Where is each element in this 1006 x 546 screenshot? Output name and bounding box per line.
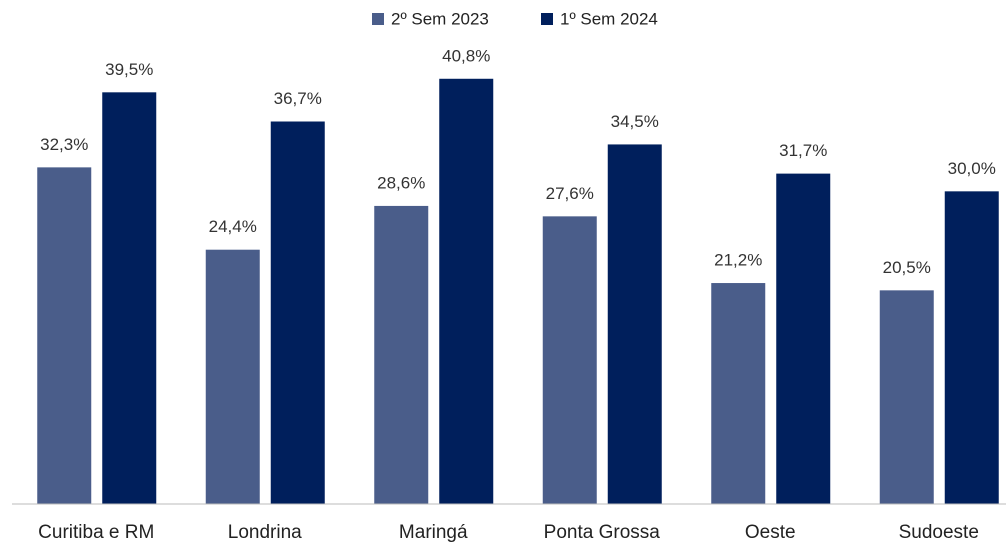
- bar: [102, 92, 157, 505]
- value-label: 27,6%: [546, 184, 594, 203]
- value-label: 24,4%: [209, 217, 257, 236]
- value-label: 34,5%: [611, 112, 659, 131]
- x-tick-label: Sudoeste: [899, 522, 979, 543]
- bar: [37, 167, 92, 504]
- x-tick-label: Londrina: [228, 522, 302, 543]
- legend-swatch: [541, 13, 553, 25]
- value-label: 31,7%: [779, 141, 827, 160]
- value-label: 28,6%: [377, 173, 425, 192]
- x-tick-label: Curitiba e RM: [38, 522, 154, 543]
- bar: [205, 249, 260, 504]
- value-label: 39,5%: [105, 60, 153, 79]
- x-tick-label: Maringá: [399, 522, 468, 543]
- bar: [374, 205, 429, 504]
- x-tick-label: Oeste: [745, 522, 796, 543]
- bar: [879, 290, 934, 504]
- value-label: 40,8%: [442, 46, 490, 65]
- x-tick-label: Ponta Grossa: [544, 522, 661, 543]
- value-label: 32,3%: [40, 135, 88, 154]
- value-label: 20,5%: [883, 258, 931, 277]
- legend-label: 1º Sem 2024: [560, 9, 658, 28]
- legend-label: 2º Sem 2023: [391, 9, 489, 28]
- value-label: 36,7%: [274, 89, 322, 108]
- bar: [542, 216, 597, 504]
- legend-swatch: [372, 13, 384, 25]
- bar: [944, 191, 999, 505]
- bar: [270, 121, 325, 504]
- bar: [711, 283, 766, 504]
- value-label: 30,0%: [948, 159, 996, 178]
- bar: [776, 173, 831, 505]
- bar: [607, 144, 662, 504]
- bar: [439, 78, 494, 505]
- value-label: 21,2%: [714, 251, 762, 270]
